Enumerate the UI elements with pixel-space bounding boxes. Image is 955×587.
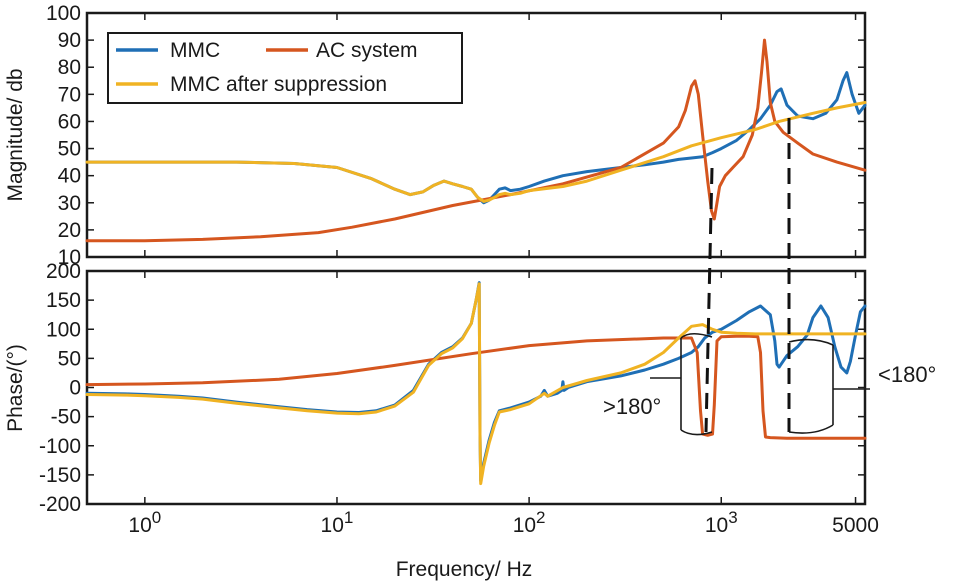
- legend: MMC AC system MMC after suppression: [107, 32, 463, 104]
- magnitude-y-tick-label: 90: [58, 29, 81, 52]
- magnitude-series-mmc-after-suppression: [85, 101, 867, 203]
- legend-label-mmc: MMC: [170, 39, 220, 62]
- annotation-bracket-right: [788, 338, 870, 434]
- phase-y-tick-label: -100: [39, 435, 81, 458]
- phase-y-ticks: -200 -150 -100 -50 0 50 100 150 200: [39, 260, 865, 516]
- phase-y-tick-label: 0: [69, 377, 81, 400]
- magnitude-y-tick-label: 80: [58, 56, 81, 79]
- magnitude-y-tick-label: 10: [58, 246, 81, 269]
- phase-x-ticks: 100 101 102 103 5000: [128, 508, 878, 537]
- crossing-markers: [704, 118, 791, 433]
- phase-y-tick-label: 200: [46, 260, 81, 283]
- phase-y-tick-label: 100: [46, 318, 81, 341]
- magnitude-y-tick-label: 30: [58, 192, 81, 215]
- annotation-greater-than-180: >180°: [603, 394, 661, 419]
- annotation-right: <180°: [788, 338, 936, 434]
- phase-frame: [85, 269, 867, 506]
- magnitude-y-ticks: 10 20 30 40 50 60 70 80 90 100: [46, 2, 865, 269]
- phase-lines: [85, 281, 867, 486]
- magnitude-lines: [85, 38, 867, 243]
- phase-y-tick-label: 150: [46, 289, 81, 312]
- legend-label-ac-system: AC system: [316, 39, 418, 62]
- phase-series-mmc-after-suppression: [85, 282, 867, 486]
- x-tick-label: 101: [321, 508, 354, 537]
- phase-y-tick-label: 50: [58, 347, 81, 370]
- magnitude-panel: 10 20 30 40 50 60 70 80 90 100 Magnitude/ db MMC …: [4, 2, 867, 269]
- magnitude-y-tick-label: 20: [58, 219, 81, 242]
- phase-panel: -200 -150 -100 -50 0 50 100 150 200 Phase/(°) 10…: [4, 260, 879, 581]
- legend-box: [107, 32, 463, 104]
- x-tick-label: 100: [128, 508, 161, 537]
- magnitude-y-tick-label: 70: [58, 83, 81, 106]
- x-tick-label: 102: [513, 508, 546, 537]
- legend-label-mmc-after-suppression: MMC after suppression: [170, 73, 387, 96]
- annotation-bracket-left: [650, 332, 713, 436]
- magnitude-y-tick-label: 60: [58, 110, 81, 133]
- annotation-left: >180°: [603, 332, 713, 436]
- crossing-marker-1: [704, 167, 714, 433]
- magnitude-series-ac-system: [85, 38, 867, 243]
- x-tick-label: 103: [705, 508, 738, 537]
- phase-y-tick-label: -200: [39, 493, 81, 516]
- x-axis-title: Frequency/ Hz: [396, 558, 533, 581]
- magnitude-y-axis-title: Magnitude/ db: [4, 68, 27, 201]
- magnitude-y-tick-label: 50: [58, 138, 81, 161]
- x-tick-label: 5000: [832, 514, 879, 537]
- phase-y-tick-label: -150: [39, 464, 81, 487]
- annotation-less-than-180: <180°: [878, 362, 936, 387]
- magnitude-y-tick-label: 100: [46, 2, 81, 25]
- magnitude-y-tick-label: 40: [58, 165, 81, 188]
- phase-y-tick-label: -50: [51, 406, 81, 429]
- phase-y-axis-title: Phase/(°): [4, 344, 27, 432]
- phase-series-ac-system: [85, 334, 867, 440]
